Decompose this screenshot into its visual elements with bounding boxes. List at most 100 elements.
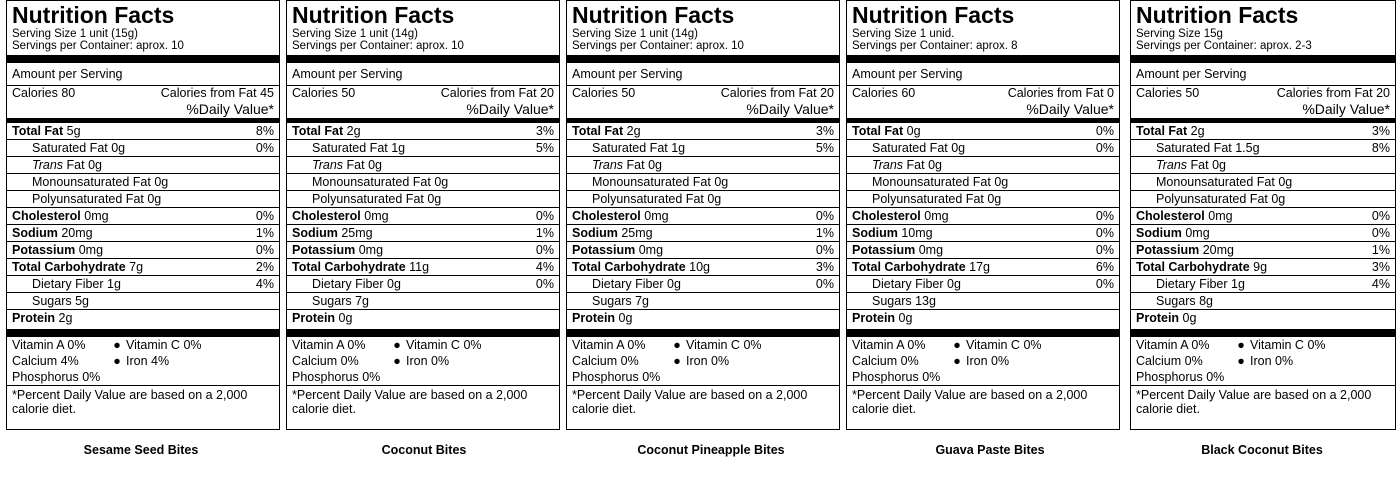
- serving-size: Serving Size 1 unit (14g): [292, 28, 418, 40]
- saturated-fat-left: Saturated Fat 1g: [592, 140, 685, 156]
- divider: [1131, 385, 1395, 386]
- saturated-fat-dv: 8%: [1371, 141, 1390, 155]
- nutrition-panel: Nutrition Facts Serving Size 1 unid. Servi…: [846, 0, 1120, 430]
- divider: [847, 207, 1119, 208]
- divider: [287, 241, 559, 242]
- product-caption: Coconut Bites: [381, 443, 467, 457]
- footnote: *Percent Daily Value are based on a 2,00…: [852, 388, 1088, 416]
- fat-label: Fat: [66, 158, 85, 172]
- total-carbohydrate-label: Total Carbohydrate: [1136, 260, 1250, 274]
- sodium: Sodium 25mg 1%: [292, 225, 554, 241]
- phosphorus-row-left: Phosphorus 0%: [292, 369, 388, 385]
- dietary-fiber-label: Dietary Fiber: [592, 277, 664, 291]
- mineral-row-right: Iron 0%: [406, 353, 449, 369]
- saturated-fat-left: Saturated Fat 0g: [872, 140, 965, 156]
- divider: [847, 385, 1119, 386]
- sodium-dv: 1%: [255, 226, 274, 240]
- potassium-left: Potassium 0mg: [572, 242, 663, 258]
- calories-from-fat-value: 20: [1376, 86, 1390, 100]
- saturated-fat-amount: 1.5g: [1235, 141, 1260, 155]
- divider: [287, 156, 559, 157]
- phosphorus-row-a-value: 0%: [922, 370, 941, 384]
- divider: [287, 224, 559, 225]
- divider-thick: [7, 55, 279, 63]
- sodium-label: Sodium: [852, 226, 898, 240]
- total-fat-amount: 0g: [906, 124, 921, 138]
- footnote: *Percent Daily Value are based on a 2,00…: [572, 388, 808, 416]
- potassium-dv: 0%: [535, 243, 554, 257]
- vitamin-row-b-label: Vitamin C: [966, 338, 1020, 352]
- trans-label: Trans: [32, 158, 64, 172]
- saturated-fat-amount: 1g: [391, 141, 406, 155]
- polyunsaturated-fat: Polyunsaturated Fat 0g: [852, 191, 1114, 207]
- potassium-left: Potassium 20mg: [1136, 242, 1234, 258]
- mineral-row-a-label: Calcium: [292, 354, 338, 368]
- footnote: *Percent Daily Value are based on a 2,00…: [12, 388, 248, 416]
- sugars: Sugars 7g: [292, 293, 554, 309]
- trans-label: Trans: [872, 158, 904, 172]
- saturated-fat-label: Saturated Fat: [592, 141, 668, 155]
- saturated-fat-amount: 0g: [951, 141, 966, 155]
- calories-from-fat-value: 20: [820, 86, 834, 100]
- total-fat-left: Total Fat 0g: [852, 123, 921, 139]
- sugars-left: Sugars 7g: [592, 293, 649, 309]
- polyunsaturated-fat-left: Polyunsaturated Fat 0g: [1156, 191, 1285, 207]
- calories-from-fat: Calories from Fat 45: [161, 86, 274, 101]
- vitamin-row: Vitamin A 0% ● Vitamin C 0%: [1136, 337, 1390, 353]
- sodium-label: Sodium: [292, 226, 338, 240]
- polyunsaturated-fat-label: Polyunsaturated Fat: [1156, 192, 1268, 206]
- total-fat-amount: 2g: [626, 124, 641, 138]
- potassium-amount: 20mg: [1202, 243, 1234, 257]
- divider: [7, 224, 279, 225]
- trans-fat-amount: 0g: [1212, 158, 1226, 172]
- divider-thick: [1131, 55, 1395, 63]
- total-fat-amount: 2g: [346, 124, 361, 138]
- total-carbohydrate-left: Total Carbohydrate 9g: [1136, 259, 1267, 275]
- saturated-fat-label: Saturated Fat: [1156, 141, 1232, 155]
- calories-label: Calories: [1136, 86, 1182, 100]
- sodium-left: Sodium 25mg: [292, 225, 373, 241]
- mineral-row-a-value: 4%: [60, 354, 79, 368]
- protein-left: Protein 0g: [292, 310, 352, 326]
- phosphorus-row: Phosphorus 0%: [1136, 369, 1390, 385]
- sodium-dv: 1%: [535, 226, 554, 240]
- total-carbohydrate: Total Carbohydrate 7g 2%: [12, 259, 274, 275]
- bullet: ●: [393, 338, 401, 352]
- calories-left: Calories 60: [852, 86, 915, 101]
- dietary-fiber: Dietary Fiber 0g 0%: [572, 276, 834, 292]
- total-fat-dv: 8%: [255, 124, 274, 138]
- sugars-label: Sugars: [592, 294, 632, 308]
- panel-title: Nutrition Facts: [12, 2, 175, 28]
- fat-label: Fat: [626, 158, 645, 172]
- calories-from-fat-label: Calories from Fat: [1007, 86, 1104, 100]
- divider: [1131, 309, 1395, 310]
- vitamin-row-b-label: Vitamin C: [1250, 338, 1304, 352]
- protein-left: Protein 0g: [1136, 310, 1196, 326]
- divider: [847, 241, 1119, 242]
- potassium: Potassium 0mg 0%: [852, 242, 1114, 258]
- trans-fat: Trans Fat 0g: [292, 157, 554, 173]
- potassium-dv: 0%: [1095, 243, 1114, 257]
- potassium-amount: 0mg: [638, 243, 664, 257]
- divider: [567, 309, 839, 310]
- total-fat-label: Total Fat: [1136, 124, 1188, 138]
- calories-value: 50: [621, 86, 636, 100]
- monounsaturated-fat: Monounsaturated Fat 0g: [292, 174, 554, 190]
- dietary-fiber-amount: 0g: [387, 277, 401, 291]
- total-fat-label: Total Fat: [292, 124, 344, 138]
- trans-fat-amount: 0g: [648, 158, 662, 172]
- mineral-row-a-label: Calcium: [852, 354, 898, 368]
- sugars-label: Sugars: [1156, 294, 1196, 308]
- sodium-label: Sodium: [1136, 226, 1182, 240]
- trans-fat-left: Trans Fat 0g: [1156, 157, 1226, 173]
- protein: Protein 0g: [292, 310, 554, 326]
- vitamin-row-left: Vitamin A 0%: [852, 337, 948, 353]
- total-carbohydrate: Total Carbohydrate 10g 3%: [572, 259, 834, 275]
- saturated-fat-amount: 0g: [111, 141, 126, 155]
- cholesterol-amount: 0mg: [924, 209, 949, 223]
- calories-label: Calories: [12, 86, 58, 100]
- potassium-label: Potassium: [292, 243, 356, 257]
- phosphorus-row-a-value: 0%: [82, 370, 101, 384]
- dietary-fiber-left: Dietary Fiber 0g: [312, 276, 401, 292]
- potassium: Potassium 0mg 0%: [572, 242, 834, 258]
